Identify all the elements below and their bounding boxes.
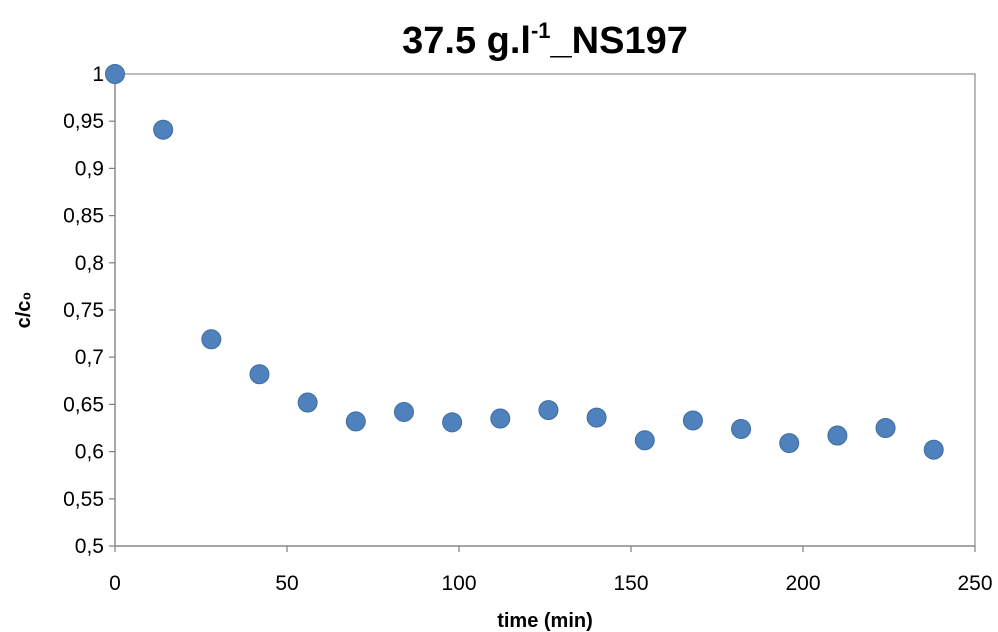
data-point <box>106 65 125 84</box>
data-point <box>491 409 510 428</box>
x-tick-label: 150 <box>613 572 648 595</box>
x-tick-label: 250 <box>957 572 992 595</box>
x-tick-label: 50 <box>275 572 298 595</box>
chart-title: 37.5 g.l-1_NS197 <box>402 18 688 62</box>
data-point <box>587 408 606 427</box>
data-point <box>346 412 365 431</box>
y-tick-label: 0,55 <box>63 488 104 511</box>
data-point <box>539 401 558 420</box>
data-point <box>780 434 799 453</box>
y-tick-label: 0,8 <box>75 252 104 275</box>
plot-area <box>115 74 975 546</box>
data-point <box>394 402 413 421</box>
data-point <box>154 120 173 139</box>
data-point <box>250 365 269 384</box>
chart-title-suffix: _NS197 <box>550 20 688 62</box>
y-tick-label: 0,95 <box>63 110 104 133</box>
data-point <box>876 419 895 438</box>
data-point <box>298 393 317 412</box>
x-tick-label: 200 <box>785 572 820 595</box>
y-tick-label: 0,9 <box>75 157 104 180</box>
x-axis-title: time (min) <box>497 610 593 632</box>
data-point <box>683 411 702 430</box>
data-point <box>443 413 462 432</box>
chart-title-main: 37.5 g.l <box>402 20 531 62</box>
x-tick-label: 0 <box>109 572 121 595</box>
data-point <box>828 426 847 445</box>
data-point <box>635 431 654 450</box>
data-point <box>732 419 751 438</box>
y-tick-label: 0,7 <box>75 346 104 369</box>
data-point <box>924 440 943 459</box>
y-tick-label: 0,6 <box>75 441 104 464</box>
y-tick-label: 0,5 <box>75 535 104 558</box>
y-axis-title: c/c₀ <box>13 292 35 329</box>
x-tick-label: 100 <box>441 572 476 595</box>
chart-title-superscript: -1 <box>531 18 551 43</box>
data-point <box>202 330 221 349</box>
y-tick-label: 1 <box>92 63 104 86</box>
y-tick-label: 0,75 <box>63 299 104 322</box>
y-tick-label: 0,65 <box>63 393 104 416</box>
y-tick-label: 0,85 <box>63 205 104 228</box>
